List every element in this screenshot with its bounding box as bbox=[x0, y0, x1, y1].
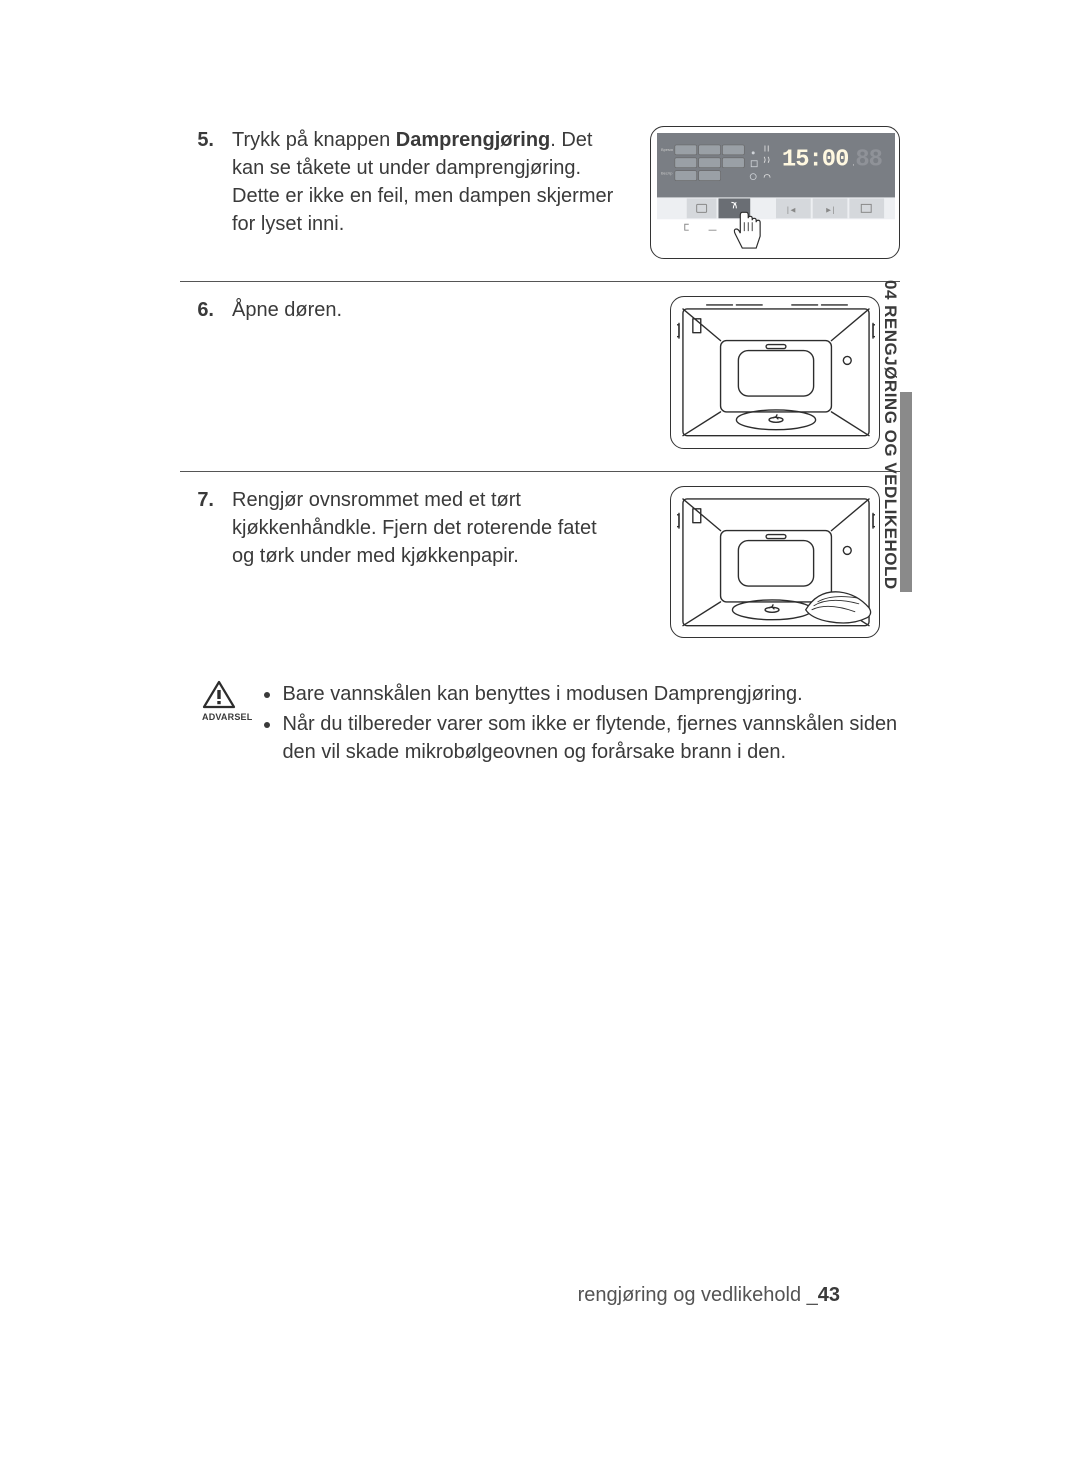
step-7-row: 7. Rengjør ovnsrommet med et tørt kjøkke… bbox=[180, 480, 900, 653]
step-7-figure-frame bbox=[670, 486, 880, 639]
step-5-number: 5. bbox=[180, 126, 214, 154]
svg-text:15:00: 15:00 bbox=[782, 147, 848, 174]
step-5-figure: | | 15:00 88 . Время Вес/гр bbox=[650, 126, 900, 259]
step-5-figure-frame: | | 15:00 88 . Время Вес/гр bbox=[650, 126, 900, 259]
svg-text:88: 88 bbox=[855, 147, 882, 174]
warning-list: Bare vannskålen kan benyttes i modusen D… bbox=[260, 680, 900, 768]
svg-text:►|: ►| bbox=[825, 205, 835, 214]
step-6-row: 6. Åpne døren. bbox=[180, 290, 900, 463]
warning-block: ADVARSEL Bare vannskålen kan benyttes i … bbox=[180, 680, 900, 768]
warning-icon bbox=[202, 680, 236, 710]
warning-icon-column: ADVARSEL bbox=[202, 680, 252, 722]
warning-bullet-1: Bare vannskålen kan benyttes i modusen D… bbox=[282, 680, 900, 708]
step-5-bold: Damprengjøring bbox=[396, 129, 550, 151]
svg-text:Вес/гр: Вес/гр bbox=[661, 171, 673, 176]
oven-open-illustration bbox=[677, 303, 875, 442]
side-tab-text: 04 RENGJØRING OG VEDLIKEHOLD bbox=[880, 280, 900, 590]
separator-2 bbox=[180, 471, 900, 472]
separator-1 bbox=[180, 281, 900, 282]
document-page: 5. Trykk på knappen Damprengjøring. Det … bbox=[0, 0, 1080, 1477]
footer: rengjøring og vedlikehold _43 bbox=[0, 1284, 1080, 1307]
step-6-number: 6. bbox=[180, 296, 214, 324]
step-6-figure-frame bbox=[670, 296, 880, 449]
step-5-text-a: Trykk på knappen bbox=[232, 129, 396, 151]
footer-page-number: 43 bbox=[818, 1284, 840, 1306]
step-7-figure bbox=[650, 486, 900, 639]
step-7-text: Rengjør ovnsrommet med et tørt kjøkkenhå… bbox=[232, 486, 632, 570]
control-panel-illustration: | | 15:00 88 . Время Вес/гр bbox=[657, 133, 895, 252]
step-5-text: Trykk på knappen Damprengjøring. Det kan… bbox=[232, 126, 632, 238]
step-6-figure bbox=[650, 296, 900, 449]
oven-clean-illustration bbox=[677, 493, 875, 632]
side-tab-bar bbox=[900, 392, 912, 592]
side-tab: 04 RENGJØRING OG VEDLIKEHOLD bbox=[880, 280, 900, 590]
svg-text:.: . bbox=[851, 161, 855, 169]
step-5-row: 5. Trykk på knappen Damprengjøring. Det … bbox=[180, 120, 900, 273]
step-6-text: Åpne døren. bbox=[232, 296, 632, 324]
svg-text:| |: | | bbox=[764, 146, 769, 152]
footer-title: rengjøring og vedlikehold _ bbox=[578, 1284, 818, 1306]
step-7-number: 7. bbox=[180, 486, 214, 514]
svg-text:Время: Время bbox=[661, 147, 673, 152]
warning-label: ADVARSEL bbox=[202, 712, 252, 722]
svg-text:|◄: |◄ bbox=[787, 205, 797, 214]
warning-bullet-2: Når du tilbereder varer som ikke er flyt… bbox=[282, 710, 900, 766]
